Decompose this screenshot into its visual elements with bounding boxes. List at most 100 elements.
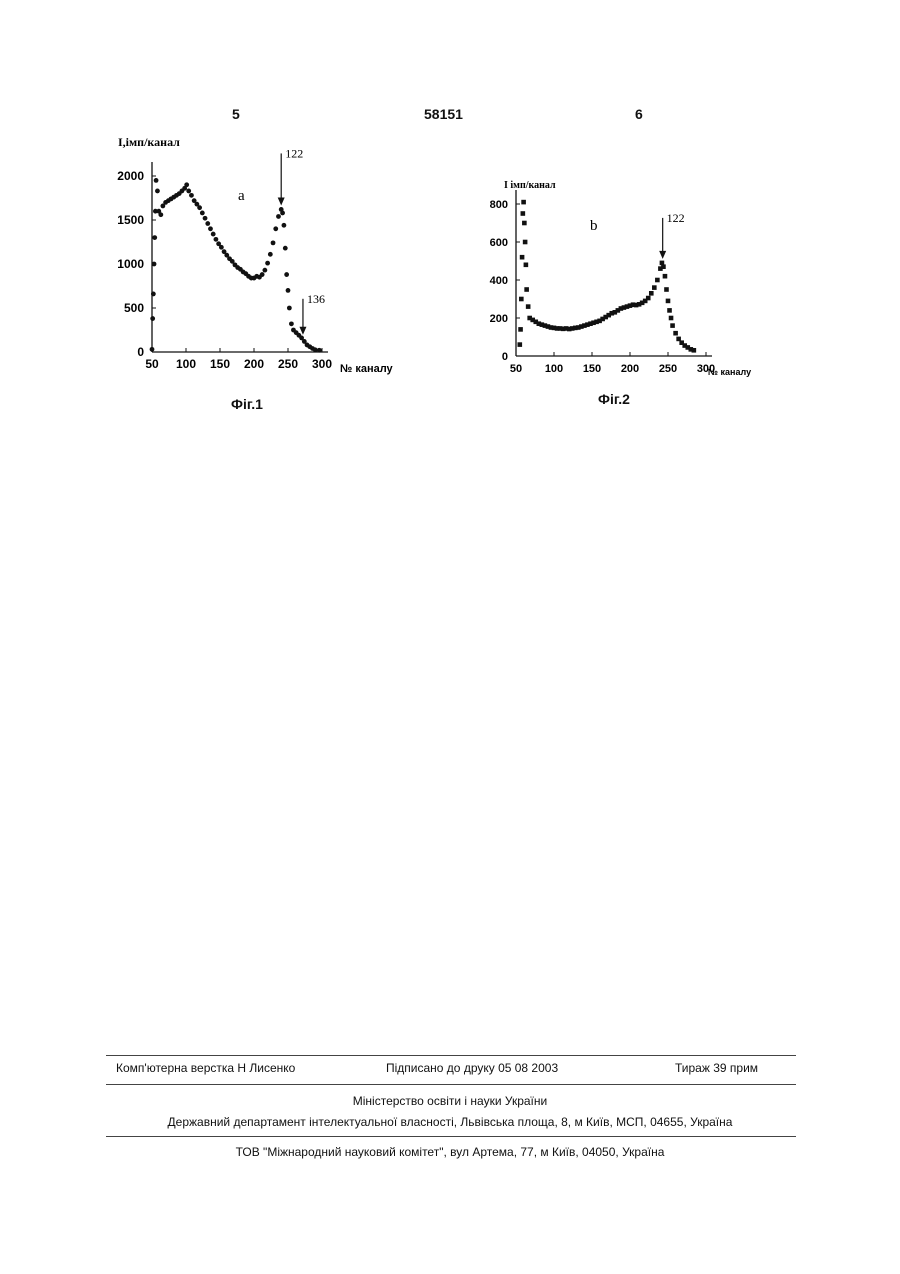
data-point bbox=[203, 216, 208, 221]
data-point bbox=[200, 211, 205, 216]
data-point bbox=[186, 189, 191, 194]
y-tick-label: 0 bbox=[502, 351, 508, 363]
x-tick-label: 200 bbox=[244, 357, 264, 371]
y-tick-label: 400 bbox=[490, 275, 508, 287]
data-point bbox=[211, 232, 216, 237]
data-point bbox=[518, 327, 523, 332]
figure-1-caption: Фіг.1 bbox=[231, 396, 263, 412]
data-point bbox=[646, 296, 651, 301]
left-page-number: 5 bbox=[232, 106, 240, 122]
data-point bbox=[652, 285, 657, 290]
footer-ministry: Міністерство освіти і науки України bbox=[0, 1094, 900, 1108]
data-point bbox=[151, 292, 156, 297]
data-point bbox=[158, 212, 163, 217]
footer-publisher: ТОВ "Міжнародний науковий комітет", вул … bbox=[0, 1145, 900, 1159]
data-point bbox=[273, 226, 278, 231]
figure-2: 501001502002503000200400600800I імп/кана… bbox=[496, 170, 776, 400]
annotation-label: 122 bbox=[667, 211, 685, 225]
data-point bbox=[667, 308, 672, 313]
data-point bbox=[520, 255, 525, 260]
panel-letter: a bbox=[238, 188, 245, 204]
data-point bbox=[262, 268, 267, 273]
data-point bbox=[313, 347, 318, 352]
data-point bbox=[154, 178, 159, 183]
data-point bbox=[670, 323, 675, 328]
y-tick-label: 200 bbox=[490, 313, 508, 325]
data-point bbox=[150, 347, 155, 352]
data-point bbox=[152, 262, 157, 267]
x-tick-label: 100 bbox=[545, 363, 563, 375]
data-point bbox=[152, 235, 157, 240]
data-point bbox=[666, 299, 671, 304]
data-point bbox=[526, 304, 531, 309]
x-axis-label: № каналу bbox=[708, 367, 751, 377]
footer-layout: Комп'ютерна верстка Н Лисенко bbox=[116, 1061, 295, 1075]
data-point bbox=[265, 261, 270, 266]
figure-2-caption: Фіг.2 bbox=[598, 391, 630, 407]
data-point bbox=[287, 306, 292, 311]
panel-letter: b bbox=[590, 218, 598, 234]
data-point bbox=[663, 274, 668, 279]
data-point bbox=[521, 200, 526, 205]
data-point bbox=[286, 288, 291, 293]
data-point bbox=[289, 321, 294, 326]
footer-circulation: Тираж 39 прим bbox=[675, 1061, 758, 1075]
footer-department: Державний департамент інтелектуальної вл… bbox=[0, 1115, 900, 1129]
data-point bbox=[155, 189, 160, 194]
x-tick-label: 150 bbox=[583, 363, 601, 375]
x-tick-label: 300 bbox=[312, 357, 332, 371]
y-tick-label: 600 bbox=[490, 237, 508, 249]
data-point bbox=[268, 252, 273, 257]
annotation-arrowhead bbox=[659, 251, 666, 259]
x-tick-label: 200 bbox=[621, 363, 639, 375]
y-tick-label: 1500 bbox=[117, 213, 144, 227]
data-point bbox=[664, 287, 669, 292]
data-point bbox=[197, 205, 202, 210]
right-page-number: 6 bbox=[635, 106, 643, 122]
data-point bbox=[524, 263, 529, 268]
data-point bbox=[283, 246, 288, 251]
data-point bbox=[523, 240, 528, 245]
figure-2-chart: 501001502002503000200400600800I імп/кана… bbox=[496, 170, 776, 400]
x-tick-label: 50 bbox=[510, 363, 522, 375]
footer-rule-top bbox=[106, 1055, 796, 1056]
y-tick-label: 1000 bbox=[117, 257, 144, 271]
figure-1: 501001502002503000500100015002000I,імп/к… bbox=[100, 130, 400, 420]
y-tick-label: 2000 bbox=[117, 169, 144, 183]
data-point bbox=[205, 221, 210, 226]
x-tick-label: 150 bbox=[210, 357, 230, 371]
data-point bbox=[655, 278, 660, 283]
y-tick-label: 0 bbox=[137, 345, 144, 359]
annotation-label: 122 bbox=[285, 146, 303, 160]
data-point bbox=[219, 245, 224, 250]
data-point bbox=[669, 316, 674, 321]
data-point bbox=[649, 291, 654, 296]
annotation-arrowhead bbox=[278, 197, 285, 205]
footer-signed: Підписано до друку 05 08 2003 bbox=[386, 1061, 558, 1075]
figure-1-chart: 501001502002503000500100015002000I,імп/к… bbox=[100, 130, 400, 420]
data-point bbox=[271, 240, 276, 245]
data-point bbox=[519, 297, 524, 302]
data-point bbox=[661, 264, 666, 269]
data-point bbox=[276, 214, 281, 219]
data-point bbox=[521, 211, 526, 216]
data-point bbox=[673, 331, 678, 336]
x-tick-label: 100 bbox=[176, 357, 196, 371]
x-tick-label: 50 bbox=[145, 357, 159, 371]
data-point bbox=[189, 193, 194, 198]
data-point bbox=[518, 342, 523, 347]
data-point bbox=[282, 223, 287, 228]
annotation-label: 136 bbox=[307, 292, 325, 306]
data-point bbox=[317, 348, 322, 353]
data-point bbox=[524, 287, 529, 292]
data-point bbox=[284, 272, 289, 277]
footer-rule-bottom bbox=[106, 1136, 796, 1137]
data-point bbox=[692, 348, 697, 353]
data-point bbox=[208, 226, 213, 231]
data-point bbox=[280, 211, 285, 216]
y-tick-label: 500 bbox=[124, 301, 144, 315]
x-axis-label: № каналу bbox=[340, 363, 394, 375]
y-axis-label: I,імп/канал bbox=[118, 135, 180, 149]
y-axis-label: I імп/канал bbox=[504, 180, 556, 191]
data-point bbox=[214, 237, 219, 242]
